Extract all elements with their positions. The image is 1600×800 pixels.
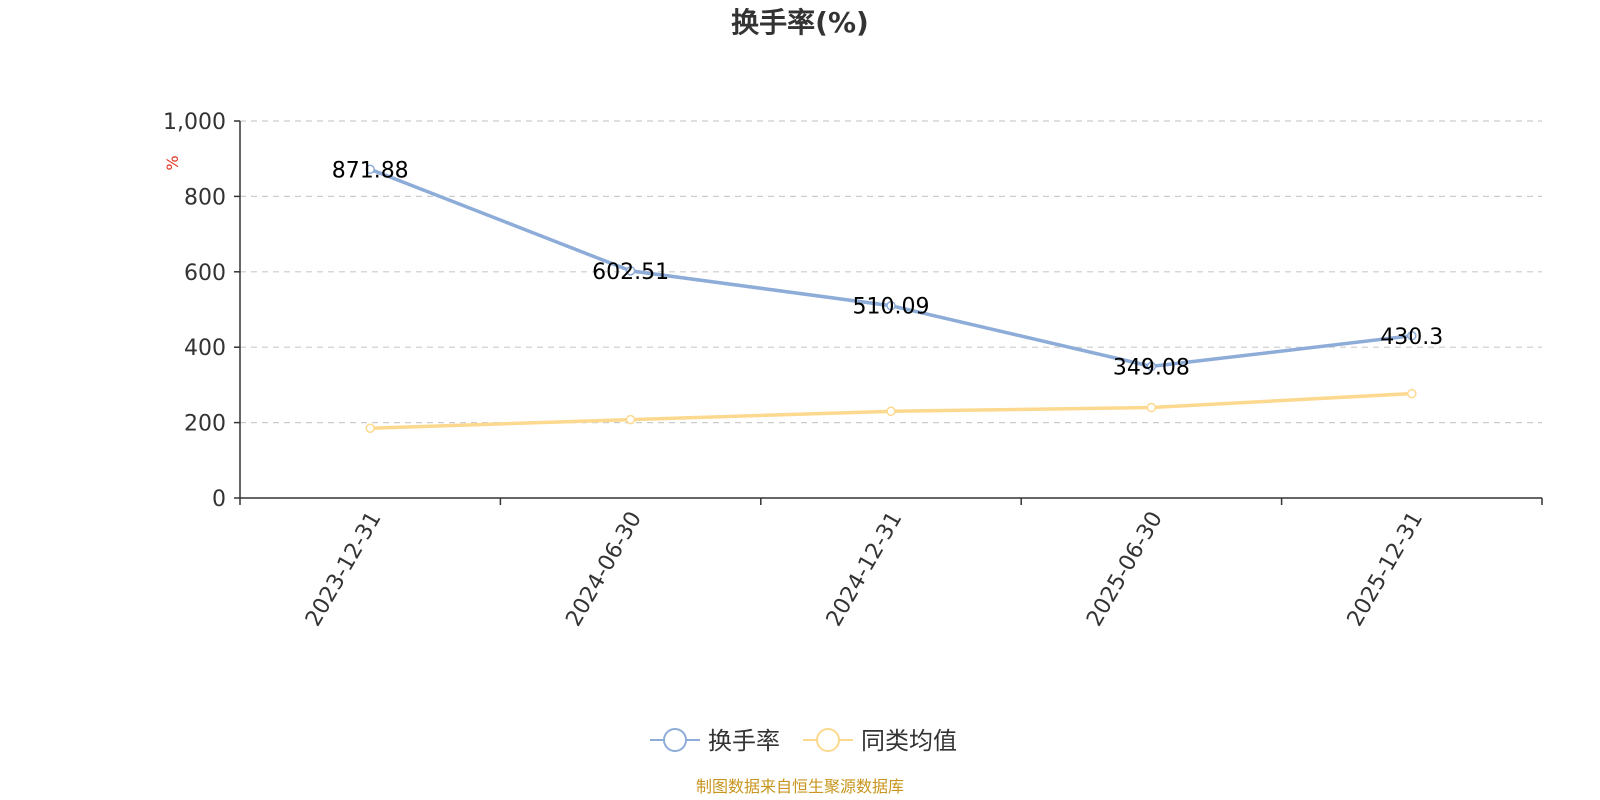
x-tick-label: 2025-12-31 bbox=[1343, 508, 1429, 631]
y-tick-label: 800 bbox=[184, 185, 226, 210]
y-tick-labels: 0 200 400 600 800 1,000 bbox=[163, 110, 226, 512]
y-tick-label: 1,000 bbox=[163, 110, 226, 135]
legend-marker-icon bbox=[816, 728, 840, 752]
series-lines bbox=[365, 164, 1417, 434]
data-label: 349.08 bbox=[1113, 355, 1190, 380]
axes bbox=[234, 120, 1543, 505]
data-point[interactable] bbox=[1407, 331, 1417, 341]
chart-title: 换手率(%) bbox=[731, 6, 869, 39]
y-tick-label: 0 bbox=[212, 487, 226, 512]
data-label: 430.3 bbox=[1380, 325, 1443, 350]
x-tick-label: 2023-12-31 bbox=[301, 508, 387, 631]
data-labels: 871.88 602.51 510.09 349.08 430.3 bbox=[332, 158, 1444, 380]
data-label: 510.09 bbox=[853, 295, 930, 320]
legend[interactable]: 换手率 同类均值 bbox=[650, 727, 957, 755]
data-point[interactable] bbox=[1146, 402, 1157, 413]
data-source-note: 制图数据来自恒生聚源数据库 bbox=[696, 777, 904, 796]
y-tick-label: 200 bbox=[184, 412, 226, 437]
data-point[interactable] bbox=[625, 266, 636, 276]
legend-item[interactable]: 换手率 bbox=[650, 727, 780, 755]
y-tick-label: 400 bbox=[184, 336, 226, 361]
data-point[interactable] bbox=[886, 300, 896, 311]
legend-label: 同类均值 bbox=[861, 727, 957, 755]
data-point[interactable] bbox=[1146, 361, 1157, 372]
series-line-0 bbox=[369, 167, 1413, 369]
data-label: 602.51 bbox=[592, 260, 669, 285]
data-point[interactable] bbox=[1407, 388, 1417, 399]
x-tick-label: 2025-06-30 bbox=[1082, 508, 1168, 631]
legend-item[interactable]: 同类均值 bbox=[803, 727, 957, 755]
x-tick-labels: 2023-12-31 2024-06-30 2024-12-31 2025-06-30… bbox=[301, 508, 1428, 631]
y-tick-label: 600 bbox=[184, 261, 226, 286]
legend-label: 换手率 bbox=[708, 727, 780, 755]
x-tick-label: 2024-12-31 bbox=[822, 508, 908, 631]
y-axis-unit-label: % bbox=[163, 155, 182, 170]
grid-lines bbox=[240, 120, 1542, 424]
data-point[interactable] bbox=[365, 423, 375, 434]
legend-marker-icon bbox=[663, 728, 687, 752]
data-label: 871.88 bbox=[332, 158, 409, 183]
data-point[interactable] bbox=[625, 414, 636, 425]
data-point[interactable] bbox=[365, 164, 375, 175]
x-tick-label: 2024-06-30 bbox=[561, 508, 647, 631]
data-point[interactable] bbox=[886, 406, 896, 417]
